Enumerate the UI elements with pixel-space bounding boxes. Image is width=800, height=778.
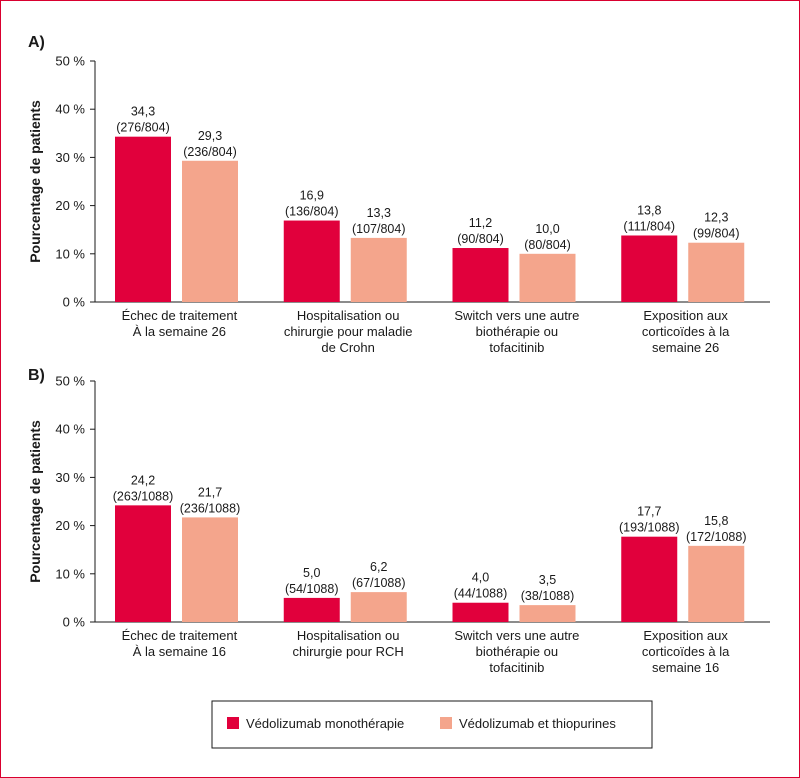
bar-thiopurines (688, 242, 745, 302)
data-label-value: 5,0 (303, 566, 320, 580)
data-label-value: 10,0 (535, 222, 559, 236)
panel-b: B) Pourcentage de patients 0 % 10 % 20 % 30 %… (27, 367, 770, 675)
y-axis-label: Pourcentage de patients (27, 420, 43, 583)
panel-a: A) Pourcentage de patients 0 % 10 % 20 % 30 %… (27, 34, 770, 355)
data-label-value: 21,7 (198, 485, 222, 499)
bar-thiopurines (519, 605, 576, 622)
data-label-count: (67/1088) (352, 576, 406, 590)
category-label: Switch vers une autre biothérapie ou tofac… (454, 628, 579, 675)
data-label-count: (107/804) (352, 222, 406, 236)
bar-thiopurines (182, 160, 238, 302)
bar-monotherapie (115, 505, 171, 622)
category-label: Exposition aux corticoïdes à la semaine 26 (642, 308, 730, 355)
bar-monotherapie (452, 248, 509, 302)
legend-label: Védolizumab et thiopurines (459, 716, 616, 731)
y-tick-label: 20 % (55, 518, 85, 533)
data-label-count: (111/804) (623, 219, 675, 233)
y-axis-label: Pourcentage de patients (27, 100, 43, 263)
y-tick-label: 40 % (55, 102, 85, 117)
bar-thiopurines (182, 517, 238, 622)
legend-box (211, 700, 653, 749)
bar-monotherapie (283, 597, 340, 622)
category-label: Hospitalisation ou chirurgie pour RCH (292, 628, 403, 659)
data-label-count: (90/804) (457, 232, 504, 246)
bar-monotherapie (452, 602, 509, 622)
bar-thiopurines (519, 253, 576, 302)
y-tick-label: 40 % (55, 422, 85, 437)
data-label-count: (44/1088) (454, 587, 508, 601)
y-tick-label: 0 % (63, 615, 86, 630)
category-label: Échec de traitement À la semaine 16 (122, 628, 238, 659)
data-label-count: (38/1088) (521, 589, 575, 603)
data-label-count: (80/804) (524, 238, 571, 252)
data-label-count: (236/804) (183, 145, 237, 159)
data-label-count: (172/1088) (686, 530, 746, 544)
data-label-count: (276/804) (116, 121, 170, 135)
bar-monotherapie (621, 235, 678, 302)
data-label-value: 16,9 (300, 189, 324, 203)
legend-swatch (440, 717, 452, 729)
data-label-value: 11,2 (469, 216, 492, 230)
legend-label: Védolizumab monothérapie (246, 716, 404, 731)
data-label-value: 29,3 (198, 129, 222, 143)
category-label: Exposition aux corticoïdes à la semaine 16 (642, 628, 730, 675)
y-tick-label: 30 % (55, 470, 85, 485)
data-label-count: (136/804) (285, 205, 339, 219)
data-label-value: 12,3 (704, 211, 728, 225)
bar-monotherapie (115, 136, 171, 302)
bar-thiopurines (350, 592, 407, 622)
category-label: Hospitalisation ou chirurgie pour maladie… (284, 308, 413, 355)
category-label: Échec de traitement À la semaine 26 (122, 308, 238, 339)
y-tick-label: 10 % (55, 246, 85, 261)
data-label-value: 17,7 (637, 505, 661, 519)
data-label-value: 3,5 (539, 573, 556, 587)
data-label-count: (54/1088) (285, 582, 339, 596)
data-label-value: 24,2 (131, 473, 155, 487)
bar-monotherapie (621, 536, 678, 622)
bar-monotherapie (283, 220, 340, 302)
data-label-value: 4,0 (472, 571, 489, 585)
y-tick-label: 0 % (63, 295, 86, 310)
bar-thiopurines (350, 237, 407, 302)
category-label: Switch vers une autre biothérapie ou tofac… (454, 308, 579, 355)
y-tick-label: 10 % (55, 566, 85, 581)
data-label-value: 15,8 (704, 514, 728, 528)
y-tick-label: 50 % (55, 374, 85, 389)
y-tick-label: 30 % (55, 150, 85, 165)
data-label-value: 13,3 (367, 206, 391, 220)
panel-label: B) (28, 367, 45, 384)
bar-thiopurines (688, 545, 745, 622)
data-label-count: (263/1088) (113, 489, 173, 503)
data-label-count: (193/1088) (619, 521, 679, 535)
legend: Védolizumab monothérapie Védolizumab et t… (211, 700, 653, 749)
data-label-value: 6,2 (370, 560, 387, 574)
y-tick-label: 20 % (55, 198, 85, 213)
data-label-value: 13,8 (637, 203, 661, 217)
data-label-count: (99/804) (693, 227, 740, 241)
data-label-count: (236/1088) (180, 501, 240, 515)
legend-swatch (227, 717, 239, 729)
data-label-value: 34,3 (131, 105, 155, 119)
panel-label: A) (28, 34, 45, 51)
y-tick-label: 50 % (55, 54, 85, 69)
